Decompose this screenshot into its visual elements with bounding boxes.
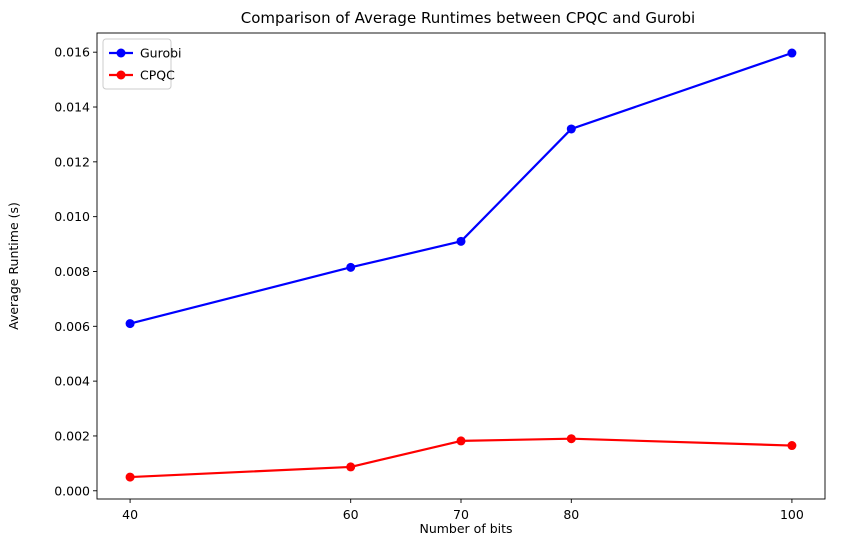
data-point-gurobi	[456, 236, 466, 246]
chart-title: Comparison of Average Runtimes between C…	[241, 9, 695, 27]
y-tick-label: 0.010	[54, 209, 90, 224]
data-point-gurobi	[787, 48, 797, 58]
y-axis-label: Average Runtime (s)	[6, 202, 21, 330]
y-tick-label: 0.002	[54, 428, 90, 443]
x-tick-label: 40	[122, 507, 138, 522]
x-tick-label: 70	[453, 507, 469, 522]
y-tick-label: 0.014	[54, 100, 90, 115]
legend: Gurobi CPQC	[102, 38, 182, 90]
y-tick-label: 0.000	[54, 483, 90, 498]
y-tick-label: 0.008	[54, 264, 90, 279]
x-tick-label: 100	[780, 507, 804, 522]
legend-swatch-marker	[116, 48, 126, 58]
legend-swatch-marker	[116, 70, 126, 80]
data-point-gurobi	[566, 124, 576, 134]
plot-area: 40 60 70 80 100 0.000 0.002 0.004 0.006 0.008 0.01…	[54, 45, 804, 522]
y-tick-label: 0.012	[54, 154, 90, 169]
x-tick-label: 80	[563, 507, 579, 522]
data-point-cpqc	[456, 436, 466, 446]
data-point-cpqc	[346, 462, 356, 472]
y-tick-label: 0.004	[54, 374, 90, 389]
data-point-gurobi	[346, 262, 356, 272]
y-tick-label: 0.006	[54, 319, 90, 334]
legend-label: CPQC	[140, 68, 175, 83]
x-tick-label: 60	[343, 507, 359, 522]
y-tick-label: 0.016	[54, 45, 90, 60]
x-axis-label: Number of bits	[419, 521, 512, 536]
plot-frame	[96, 32, 826, 500]
data-point-cpqc	[125, 472, 135, 482]
data-point-gurobi	[125, 319, 135, 329]
data-point-cpqc	[787, 441, 797, 451]
data-point-cpqc	[566, 434, 576, 444]
legend-label: Gurobi	[140, 46, 182, 61]
